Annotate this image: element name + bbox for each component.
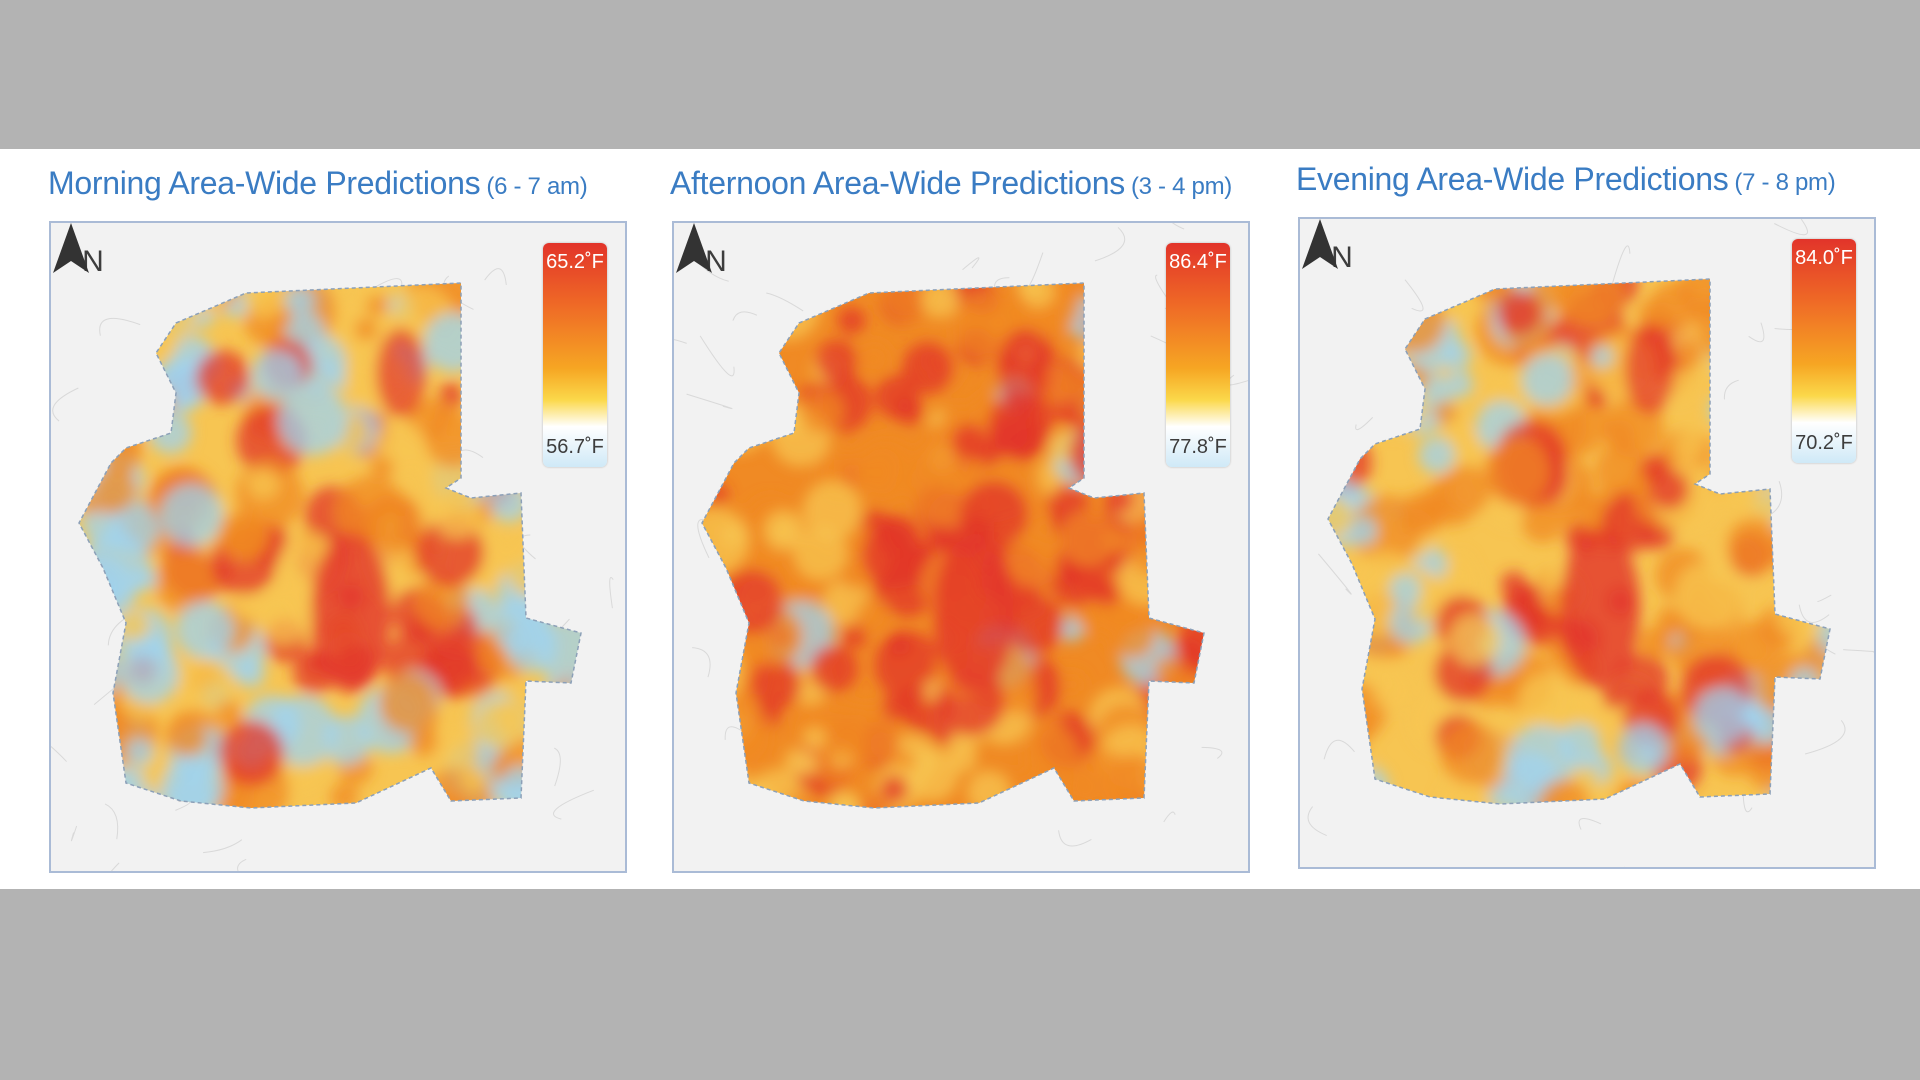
area-boundary — [701, 282, 1205, 809]
panel-morning: Morning Area-Wide Predictions (6 - 7 am) … — [40, 149, 660, 889]
legend-min: 70.2˚F — [1795, 432, 1853, 454]
north-arrow-icon — [53, 223, 89, 273]
heat-map-graphic — [1307, 219, 1874, 867]
temperature-legend: 86.4˚F 77.8˚F — [1166, 243, 1230, 467]
legend-min: 56.7˚F — [546, 436, 604, 458]
legend-min: 77.8˚F — [1169, 436, 1227, 458]
title-text: Evening Area-Wide Predictions — [1296, 161, 1729, 197]
title-text: Morning Area-Wide Predictions — [48, 165, 481, 201]
north-arrow-icon — [676, 223, 712, 273]
time-range: (3 - 4 pm) — [1130, 173, 1232, 200]
time-range: (7 - 8 pm) — [1734, 169, 1836, 196]
heat-map-morning[interactable]: N 65.2˚F 56.7˚F — [49, 221, 627, 873]
heat-region — [702, 283, 1204, 808]
temperature-legend: 65.2˚F 56.7˚F — [543, 243, 607, 467]
heat-region — [1328, 279, 1830, 804]
temperature-legend: 84.0˚F 70.2˚F — [1792, 239, 1856, 463]
area-boundary — [1327, 278, 1831, 805]
panel-title: Afternoon Area-Wide Predictions (3 - 4 pm… — [670, 165, 1232, 202]
panel-title: Morning Area-Wide Predictions (6 - 7 am) — [48, 165, 588, 202]
legend-max: 84.0˚F — [1795, 247, 1853, 269]
panel-title: Evening Area-Wide Predictions (7 - 8 pm) — [1296, 161, 1836, 198]
heat-map-graphic — [674, 223, 1248, 847]
panel-evening: Evening Area-Wide Predictions (7 - 8 pm) … — [1290, 149, 1910, 889]
heat-region — [79, 283, 581, 808]
time-range: (6 - 7 am) — [486, 173, 588, 200]
area-boundary — [78, 282, 582, 809]
heat-map-afternoon[interactable]: N 86.4˚F 77.8˚F — [672, 221, 1250, 873]
heat-map-evening[interactable]: N 84.0˚F 70.2˚F — [1298, 217, 1876, 869]
north-arrow-icon — [1302, 219, 1338, 269]
title-text: Afternoon Area-Wide Predictions — [670, 165, 1125, 201]
heat-map-graphic — [51, 268, 614, 871]
panel-afternoon: Afternoon Area-Wide Predictions (3 - 4 pm… — [662, 149, 1282, 889]
legend-max: 86.4˚F — [1169, 251, 1227, 273]
legend-max: 65.2˚F — [546, 251, 604, 273]
